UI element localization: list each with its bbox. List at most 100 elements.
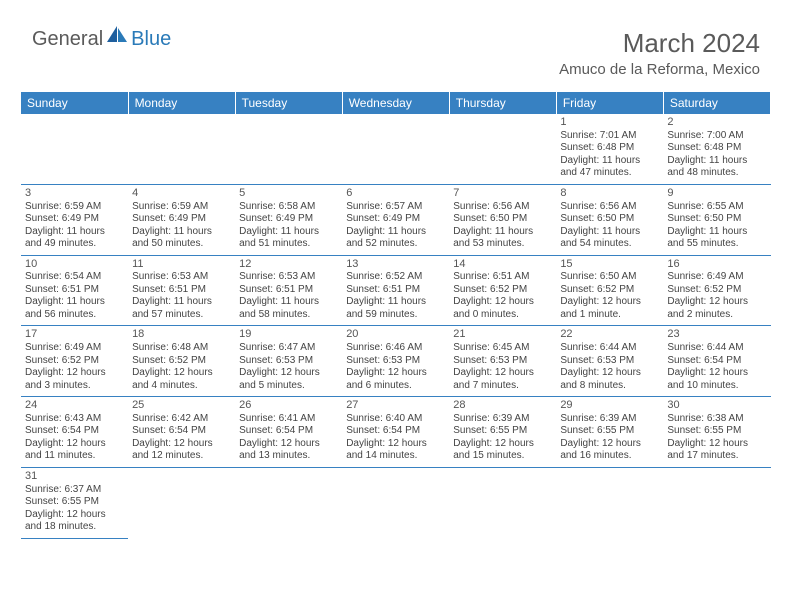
daylight-text: Daylight: 11 hours (453, 226, 552, 239)
sunset-text: Sunset: 6:51 PM (25, 284, 124, 297)
sunrise-text: Sunrise: 6:39 AM (560, 413, 659, 426)
daylight-text: and 15 minutes. (453, 450, 552, 463)
day-number: 30 (667, 399, 766, 413)
sunset-text: Sunset: 6:51 PM (132, 284, 231, 297)
calendar-cell (342, 467, 449, 538)
daylight-text: and 3 minutes. (25, 380, 124, 393)
daylight-text: Daylight: 12 hours (560, 296, 659, 309)
calendar-cell: 4Sunrise: 6:59 AMSunset: 6:49 PMDaylight… (128, 184, 235, 255)
calendar-cell (663, 467, 770, 538)
sunset-text: Sunset: 6:51 PM (346, 284, 445, 297)
calendar-cell: 28Sunrise: 6:39 AMSunset: 6:55 PMDayligh… (449, 397, 556, 468)
daylight-text: and 54 minutes. (560, 238, 659, 251)
sunset-text: Sunset: 6:50 PM (560, 213, 659, 226)
calendar-cell: 22Sunrise: 6:44 AMSunset: 6:53 PMDayligh… (556, 326, 663, 397)
sail-icon (107, 26, 129, 49)
daylight-text: and 1 minute. (560, 309, 659, 322)
daylight-text: and 2 minutes. (667, 309, 766, 322)
calendar-cell: 21Sunrise: 6:45 AMSunset: 6:53 PMDayligh… (449, 326, 556, 397)
calendar-cell: 17Sunrise: 6:49 AMSunset: 6:52 PMDayligh… (21, 326, 128, 397)
daylight-text: and 5 minutes. (239, 380, 338, 393)
weekday-header: Sunday (21, 92, 128, 114)
daylight-text: Daylight: 12 hours (346, 438, 445, 451)
sunrise-text: Sunrise: 6:55 AM (667, 201, 766, 214)
location-label: Amuco de la Reforma, Mexico (559, 61, 760, 78)
day-number: 28 (453, 399, 552, 413)
day-number: 14 (453, 258, 552, 272)
calendar-cell: 19Sunrise: 6:47 AMSunset: 6:53 PMDayligh… (235, 326, 342, 397)
sunset-text: Sunset: 6:54 PM (346, 425, 445, 438)
sunrise-text: Sunrise: 6:57 AM (346, 201, 445, 214)
daylight-text: Daylight: 12 hours (132, 438, 231, 451)
calendar-cell (128, 114, 235, 184)
calendar-cell: 10Sunrise: 6:54 AMSunset: 6:51 PMDayligh… (21, 255, 128, 326)
daylight-text: and 50 minutes. (132, 238, 231, 251)
calendar-cell: 11Sunrise: 6:53 AMSunset: 6:51 PMDayligh… (128, 255, 235, 326)
logo-text-blue: Blue (131, 28, 171, 51)
day-number: 11 (132, 258, 231, 272)
daylight-text: and 11 minutes. (25, 450, 124, 463)
logo: General Blue (32, 28, 171, 51)
calendar-cell (128, 467, 235, 538)
daylight-text: and 13 minutes. (239, 450, 338, 463)
sunset-text: Sunset: 6:54 PM (132, 425, 231, 438)
sunset-text: Sunset: 6:53 PM (239, 355, 338, 368)
month-title: March 2024 (559, 28, 760, 59)
day-number: 29 (560, 399, 659, 413)
sunset-text: Sunset: 6:48 PM (560, 142, 659, 155)
daylight-text: and 55 minutes. (667, 238, 766, 251)
daylight-text: Daylight: 11 hours (25, 296, 124, 309)
sunset-text: Sunset: 6:53 PM (560, 355, 659, 368)
day-number: 12 (239, 258, 338, 272)
sunset-text: Sunset: 6:48 PM (667, 142, 766, 155)
calendar-row: 17Sunrise: 6:49 AMSunset: 6:52 PMDayligh… (21, 326, 771, 397)
day-number: 13 (346, 258, 445, 272)
calendar-cell: 6Sunrise: 6:57 AMSunset: 6:49 PMDaylight… (342, 184, 449, 255)
daylight-text: and 17 minutes. (667, 450, 766, 463)
calendar-cell: 12Sunrise: 6:53 AMSunset: 6:51 PMDayligh… (235, 255, 342, 326)
day-number: 7 (453, 187, 552, 201)
day-number: 20 (346, 328, 445, 342)
sunset-text: Sunset: 6:49 PM (239, 213, 338, 226)
sunrise-text: Sunrise: 6:53 AM (239, 271, 338, 284)
sunset-text: Sunset: 6:55 PM (25, 496, 124, 509)
sunset-text: Sunset: 6:50 PM (453, 213, 552, 226)
calendar-head: SundayMondayTuesdayWednesdayThursdayFrid… (21, 92, 771, 114)
title-block: March 2024 Amuco de la Reforma, Mexico (559, 28, 760, 78)
sunset-text: Sunset: 6:53 PM (346, 355, 445, 368)
daylight-text: and 52 minutes. (346, 238, 445, 251)
calendar-cell: 24Sunrise: 6:43 AMSunset: 6:54 PMDayligh… (21, 397, 128, 468)
sunrise-text: Sunrise: 6:37 AM (25, 484, 124, 497)
calendar-row: 3Sunrise: 6:59 AM Sunset: 6:49 PM Daylight… (21, 184, 771, 255)
sunset-text: Sunset: 6:55 PM (560, 425, 659, 438)
day-number: 10 (25, 258, 124, 272)
calendar-row: 1Sunrise: 7:01 AMSunset: 6:48 PMDaylight… (21, 114, 771, 184)
daylight-text: Daylight: 12 hours (239, 367, 338, 380)
daylight-text: and 49 minutes. (25, 238, 124, 251)
sunset-text: Sunset: 6:49 PM (132, 213, 231, 226)
calendar-cell: 27Sunrise: 6:40 AMSunset: 6:54 PMDayligh… (342, 397, 449, 468)
daylight-text: and 6 minutes. (346, 380, 445, 393)
daylight-text: and 48 minutes. (667, 167, 766, 180)
daylight-text: Daylight: 12 hours (453, 438, 552, 451)
day-number: 4 (132, 187, 231, 201)
daylight-text: Daylight: 12 hours (239, 438, 338, 451)
day-number: 3 (25, 187, 124, 201)
day-number: 2 (667, 116, 766, 130)
calendar-cell: 20Sunrise: 6:46 AMSunset: 6:53 PMDayligh… (342, 326, 449, 397)
sunrise-text: Sunrise: 6:59 AM (25, 201, 124, 214)
daylight-text: and 53 minutes. (453, 238, 552, 251)
calendar-cell (449, 114, 556, 184)
daylight-text: Daylight: 12 hours (25, 438, 124, 451)
day-number: 22 (560, 328, 659, 342)
calendar-cell: 29Sunrise: 6:39 AMSunset: 6:55 PMDayligh… (556, 397, 663, 468)
daylight-text: Daylight: 11 hours (346, 226, 445, 239)
calendar-row: 10Sunrise: 6:54 AMSunset: 6:51 PMDayligh… (21, 255, 771, 326)
sunset-text: Sunset: 6:52 PM (667, 284, 766, 297)
calendar-cell: 15Sunrise: 6:50 AMSunset: 6:52 PMDayligh… (556, 255, 663, 326)
weekday-header: Tuesday (235, 92, 342, 114)
day-number: 26 (239, 399, 338, 413)
sunrise-text: Sunrise: 6:46 AM (346, 342, 445, 355)
weekday-header: Thursday (449, 92, 556, 114)
sunset-text: Sunset: 6:52 PM (560, 284, 659, 297)
